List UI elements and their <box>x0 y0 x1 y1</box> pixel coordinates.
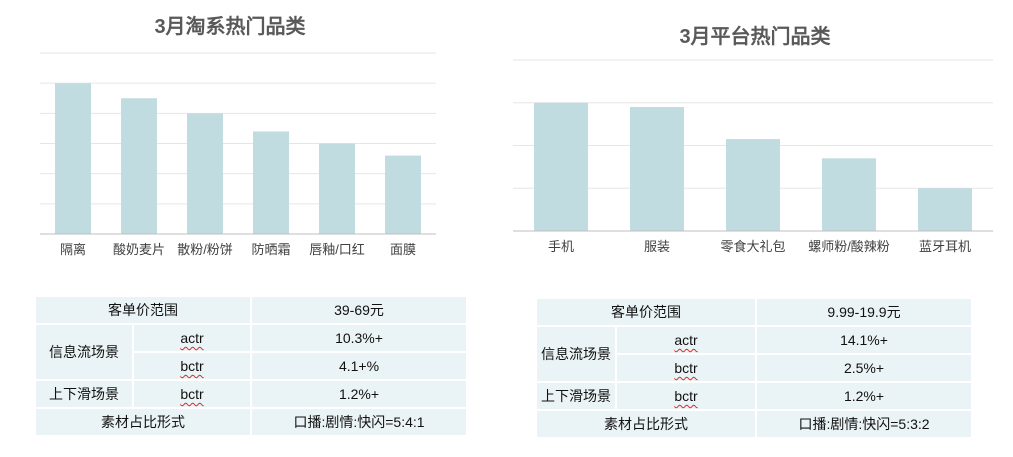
bar <box>822 158 876 231</box>
actr-label: actr <box>132 323 252 353</box>
swipe-bctr-label: bctr <box>615 381 757 411</box>
price-range-label: 客单价范围 <box>34 295 252 325</box>
swipe-bctr-label: bctr <box>132 379 252 409</box>
bar <box>121 98 157 234</box>
material-ratio-value: 口播:剧情:快闪=5:3:2 <box>755 409 973 439</box>
x-tick-label: 唇釉/口红 <box>309 242 365 257</box>
x-tick-label: 酸奶麦片 <box>113 242 165 257</box>
table-row: 客单价范围 39-69元 <box>34 295 468 325</box>
price-range-label: 客单价范围 <box>535 297 757 327</box>
actr-label: actr <box>615 325 757 355</box>
swipe-bctr-value: 1.2%+ <box>755 381 973 411</box>
material-ratio-label: 素材占比形式 <box>34 407 252 437</box>
x-tick-label: 蓝牙耳机 <box>919 239 971 254</box>
material-ratio-label: 素材占比形式 <box>535 409 757 439</box>
price-range-value: 39-69元 <box>250 295 468 325</box>
bar <box>534 102 588 231</box>
left-panel: 3月淘系热门品类 隔离 酸奶麦片 散粉/粉饼 防晒霜 唇釉/口红 面膜 客单价范围 39-… <box>0 0 470 457</box>
bar <box>918 188 972 231</box>
table-row: 素材占比形式 口播:剧情:快闪=5:4:1 <box>34 407 468 437</box>
info-flow-label: 信息流场景 <box>535 325 617 383</box>
table-row: 信息流场景 actr 14.1%+ <box>535 325 973 383</box>
x-tick-label: 散粉/粉饼 <box>177 242 233 257</box>
price-range-value: 9.99-19.9元 <box>755 297 973 327</box>
bar <box>253 131 289 234</box>
x-tick-label: 服装 <box>644 239 670 254</box>
actr-value: 14.1%+ <box>755 325 973 355</box>
bctr-label: bctr <box>132 351 252 381</box>
bar <box>187 113 223 234</box>
bar <box>319 143 355 234</box>
right-panel: 3月平台热门品类 手机 服装 零食大礼包 螺师粉/酸辣粉 蓝牙耳机 客单价范围 9.99… <box>505 0 1013 457</box>
bctr-label: bctr <box>615 353 757 383</box>
table-row: 素材占比形式 口播:剧情:快闪=5:3:2 <box>535 409 973 439</box>
bar <box>726 139 780 231</box>
bar-chart-platform: 手机 服装 零食大礼包 螺师粉/酸辣粉 蓝牙耳机 <box>513 59 993 254</box>
table-row: 上下滑场景 bctr 1.2%+ <box>34 379 468 409</box>
x-tick-label: 手机 <box>548 239 574 254</box>
table-row: 客单价范围 9.99-19.9元 <box>535 297 973 327</box>
table-row: 信息流场景 actr 10.3%+ <box>34 323 468 381</box>
chart-title: 3月平台热门品类 <box>679 26 831 48</box>
table-row: bctr 4.1+% <box>35 351 468 381</box>
material-ratio-value: 口播:剧情:快闪=5:4:1 <box>250 407 468 437</box>
bar <box>55 83 91 235</box>
table-row: 上下滑场景 bctr 1.2%+ <box>535 381 973 411</box>
x-tick-label: 面膜 <box>390 242 416 257</box>
swipe-bctr-value: 1.2%+ <box>250 379 468 409</box>
x-tick-label: 隔离 <box>60 242 86 257</box>
x-tick-label: 零食大礼包 <box>720 239 785 254</box>
bar <box>630 107 684 231</box>
swipe-scene-label: 上下滑场景 <box>535 381 617 411</box>
info-table-taoxi: 客单价范围 39-69元 信息流场景 actr 10.3%+ bctr 4.1+… <box>34 295 468 437</box>
bctr-value: 4.1+% <box>250 351 468 381</box>
chart-title: 3月淘系热门品类 <box>154 16 306 38</box>
bctr-value: 2.5%+ <box>755 353 973 383</box>
x-tick-label: 防晒霜 <box>251 242 290 257</box>
swipe-scene-label: 上下滑场景 <box>34 379 134 409</box>
info-table-platform: 客单价范围 9.99-19.9元 信息流场景 actr 14.1%+ bctr … <box>535 297 973 439</box>
table-row: bctr 2.5%+ <box>536 353 973 383</box>
actr-value: 10.3%+ <box>250 323 468 353</box>
bar-chart-taoxi: 隔离 酸奶麦片 散粉/粉饼 防晒霜 唇釉/口红 面膜 <box>40 52 436 257</box>
info-flow-label: 信息流场景 <box>34 323 134 381</box>
bar <box>385 155 421 234</box>
x-tick-label: 螺师粉/酸辣粉 <box>808 239 890 254</box>
